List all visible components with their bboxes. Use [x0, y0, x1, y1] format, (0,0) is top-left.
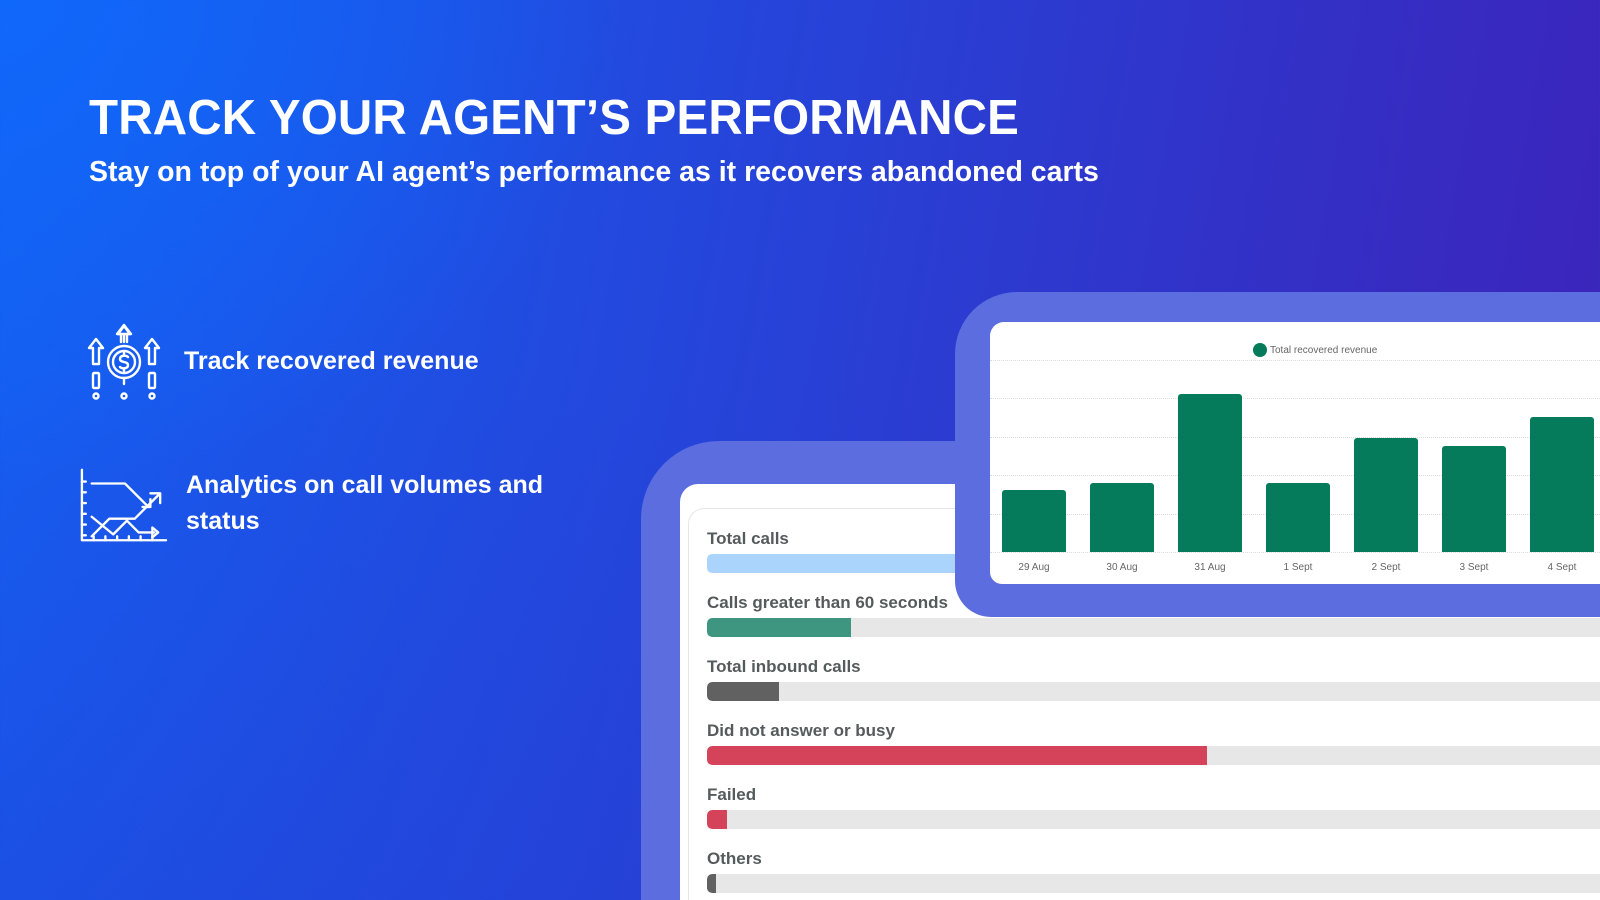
- feature-call-analytics: Analytics on call volumes and status: [78, 466, 586, 546]
- call-stat-row: Calls greater than 60 seconds: [707, 593, 1600, 637]
- call-stat-progress-track: [707, 618, 1600, 637]
- call-stat-label: Total inbound calls: [707, 657, 861, 676]
- x-tick-label: 3 Sept: [1459, 562, 1489, 573]
- gridline: [990, 359, 1600, 361]
- revenue-bar[interactable]: [1002, 490, 1066, 552]
- call-stat-progress-track: [707, 682, 1600, 701]
- feature-track-revenue: Track recovered revenue: [84, 322, 479, 402]
- call-stat-row: Failed: [707, 785, 1600, 829]
- page-subtitle: Stay on top of your AI agent’s performan…: [89, 156, 1099, 188]
- call-stat-progress-fill: [707, 746, 1207, 765]
- call-stat-row: Total inbound calls: [707, 657, 1600, 701]
- chart-legend[interactable]: Total recovered revenue: [1253, 343, 1377, 357]
- gridline: [990, 552, 1600, 553]
- call-stat-row: Did not answer or busy: [707, 721, 1600, 765]
- legend-label: Total recovered revenue: [1270, 344, 1378, 356]
- call-stat-progress-track: [707, 874, 1600, 893]
- legend-dot-icon: [1253, 343, 1267, 357]
- x-tick-label: 30 Aug: [1106, 562, 1138, 573]
- page-title: TRACK YOUR AGENT’S PERFORMANCE: [89, 91, 1020, 145]
- x-tick-label: 4 Sept: [1547, 562, 1577, 573]
- revenue-bar[interactable]: [1266, 482, 1330, 552]
- revenue-growth-icon: [87, 323, 161, 400]
- x-tick-label: 1 Sept: [1283, 562, 1313, 573]
- x-tick-label: 31 Aug: [1194, 562, 1226, 573]
- gridline: [990, 398, 1600, 399]
- call-stat-label: Total calls: [707, 529, 789, 548]
- hero-header: TRACK YOUR AGENT’S PERFORMANCE Stay on t…: [89, 92, 1099, 189]
- call-stat-label: Calls greater than 60 seconds: [707, 593, 948, 612]
- call-stat-label: Did not answer or busy: [707, 721, 895, 740]
- call-stat-progress-fill: [707, 682, 779, 701]
- call-stat-label: Failed: [707, 785, 757, 804]
- call-stat-label: Others: [707, 849, 762, 868]
- revenue-bar[interactable]: [1090, 482, 1154, 552]
- feature-label: Track recovered revenue: [184, 347, 479, 375]
- call-stat-progress-fill: [707, 874, 716, 893]
- revenue-bar[interactable]: [1178, 394, 1242, 552]
- call-stat-progress-track: [707, 810, 1600, 829]
- call-stat-progress-fill: [707, 810, 727, 829]
- call-stat-row: Others: [707, 849, 1600, 893]
- gridline: [990, 436, 1600, 438]
- x-tick-label: 2 Sept: [1371, 562, 1401, 573]
- x-tick-label: 29 Aug: [1018, 562, 1050, 573]
- gridline: [990, 475, 1600, 476]
- revenue-bar[interactable]: [1442, 446, 1506, 552]
- revenue-bar[interactable]: [1354, 438, 1418, 552]
- analytics-chart-icon: [80, 468, 168, 542]
- revenue-chart-card: Total recovered revenue 29 Aug 30 Aug 31 A…: [990, 322, 1600, 584]
- feature-label: Analytics on call volumes and status: [186, 471, 544, 535]
- call-stat-progress-track: [707, 746, 1600, 765]
- call-stat-progress-fill: [707, 618, 851, 637]
- revenue-bar[interactable]: [1530, 417, 1594, 552]
